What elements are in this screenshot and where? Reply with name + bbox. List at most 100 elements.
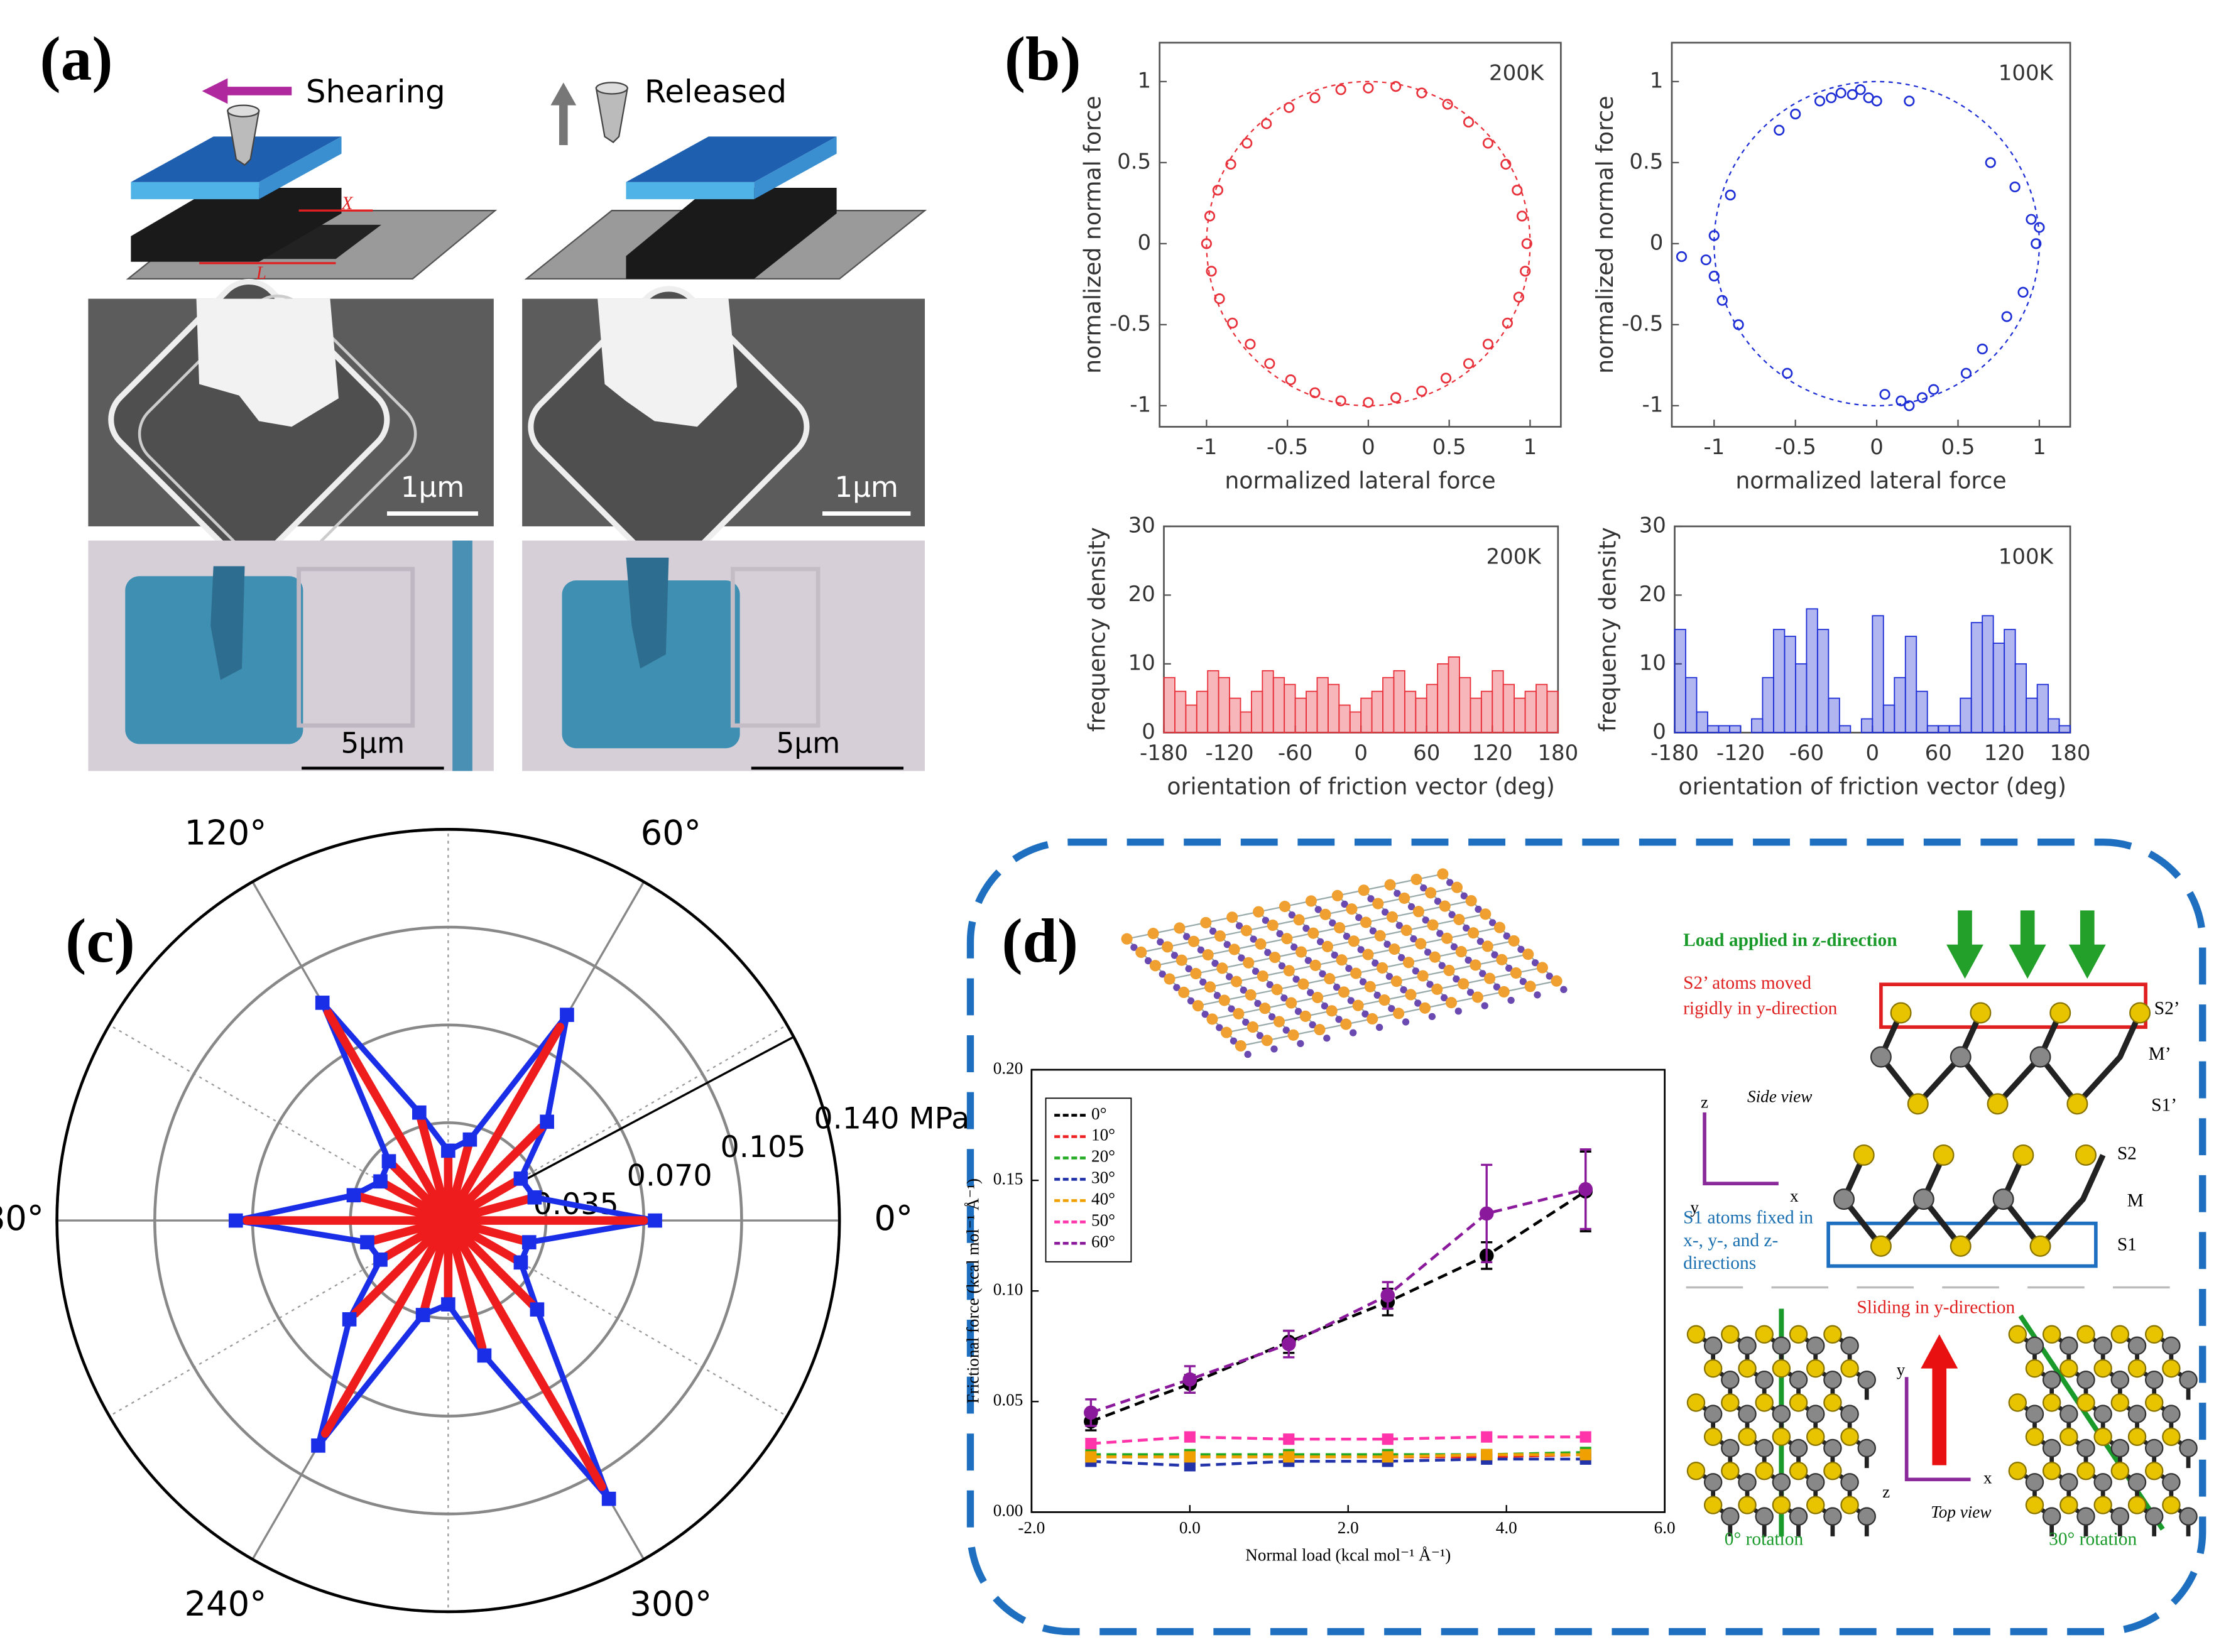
- marker: [1184, 1451, 1196, 1463]
- marker: [477, 1348, 492, 1363]
- atom: [1185, 965, 1192, 972]
- atom: [1377, 962, 1388, 974]
- panel-label: (c): [65, 906, 135, 975]
- atom: [1505, 964, 1513, 972]
- atom: [1250, 935, 1257, 943]
- axis-letter: z: [1882, 1482, 1890, 1501]
- point: [1261, 118, 1272, 129]
- marker: [1085, 1451, 1097, 1463]
- atom: [1496, 954, 1508, 965]
- atom: [1405, 989, 1417, 1001]
- atom: [1738, 1427, 1757, 1447]
- atom: [1319, 970, 1326, 978]
- point: [1226, 317, 1238, 329]
- atom: [2179, 1371, 2198, 1389]
- atom: [1427, 919, 1439, 931]
- x-tick-label: -60: [1278, 741, 1312, 766]
- panel-label: (b): [1005, 24, 1081, 94]
- theta-tick-label: 240°: [184, 1584, 266, 1624]
- point: [1214, 293, 1225, 305]
- atom: [1238, 954, 1245, 962]
- atom: [2127, 1473, 2147, 1492]
- atom: [1703, 1336, 1723, 1356]
- atom: [1309, 1021, 1316, 1029]
- atom: [1323, 1035, 1331, 1042]
- atom: [1314, 906, 1322, 913]
- theta-tick-label: 0°: [874, 1198, 913, 1238]
- x-tick-label: 1: [1524, 435, 1537, 460]
- point: [1309, 387, 1321, 398]
- bar: [1480, 690, 1493, 734]
- atom: [1475, 905, 1482, 913]
- atom: [1331, 951, 1338, 959]
- bar: [1514, 697, 1526, 734]
- diagram-label: S2’ atoms moved: [1683, 973, 1811, 993]
- schematic-shearing: [202, 78, 228, 104]
- spoke: [444, 1216, 606, 1491]
- sem-photo: [196, 298, 339, 427]
- atom: [2110, 1393, 2130, 1412]
- atom: [1755, 1438, 1774, 1458]
- point: [1676, 251, 1688, 263]
- bar: [1426, 683, 1439, 734]
- sem-photo: [522, 286, 925, 568]
- atom: [1857, 1507, 1876, 1526]
- bar: [1816, 629, 1830, 734]
- atom: [1806, 1496, 1825, 1514]
- atom: [1721, 1325, 1740, 1344]
- bar: [1970, 622, 1983, 734]
- atom: [1273, 1016, 1285, 1028]
- atom: [1384, 879, 1396, 891]
- atom: [1361, 1010, 1369, 1018]
- atom: [1270, 1045, 1278, 1053]
- atom: [2144, 1507, 2164, 1526]
- spoke: [444, 1023, 565, 1225]
- bar: [1882, 704, 1896, 734]
- atom: [1204, 981, 1216, 993]
- schematic-released: [626, 187, 837, 279]
- atom: [1436, 930, 1444, 937]
- atom: [1755, 1461, 1774, 1481]
- atom: [2144, 1371, 2164, 1389]
- point: [1442, 99, 1453, 110]
- marker: [228, 1213, 243, 1228]
- diagram-label: Sliding in y-direction: [1857, 1297, 2015, 1317]
- diagram-label: Top view: [1931, 1503, 1991, 1521]
- atom: [1352, 999, 1364, 1011]
- atom: [1121, 933, 1133, 945]
- bar: [1250, 690, 1263, 734]
- atom: [1721, 1393, 1740, 1412]
- atom: [1840, 1496, 1859, 1514]
- diagram-label: 30° rotation: [2049, 1529, 2137, 1549]
- series-line: [1091, 1435, 1586, 1445]
- atom: [1240, 986, 1247, 994]
- atom: [1350, 1029, 1357, 1036]
- atom: [1211, 959, 1219, 967]
- bar: [1316, 677, 1329, 734]
- schematic-shearing: [131, 182, 259, 200]
- atom: [1345, 965, 1353, 972]
- panel-label: (a): [40, 24, 112, 94]
- x-tick-label: 60: [1925, 741, 1952, 766]
- marker: [373, 1253, 388, 1267]
- atom: [2162, 1359, 2181, 1378]
- atom: [1366, 1013, 1378, 1025]
- bar: [1751, 718, 1764, 734]
- atom: [2144, 1461, 2164, 1481]
- sem-photo: [528, 286, 810, 568]
- atom: [1287, 1029, 1299, 1041]
- atom: [1907, 1093, 1929, 1115]
- atom: [2025, 1336, 2044, 1356]
- marker: [1579, 1431, 1591, 1443]
- point: [2009, 181, 2021, 193]
- atom: [1551, 975, 1563, 987]
- atom: [2059, 1336, 2078, 1356]
- atom: [1257, 970, 1268, 982]
- y-tick-label: 0: [1142, 719, 1155, 744]
- point: [1916, 392, 1928, 403]
- atom: [1493, 921, 1506, 933]
- atom: [1388, 943, 1400, 955]
- spoke: [324, 1008, 453, 1225]
- atom: [1806, 1427, 1825, 1447]
